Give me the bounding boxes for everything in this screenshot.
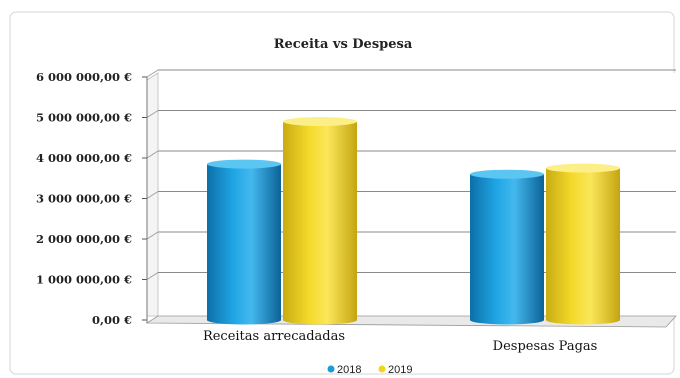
bar-top [207,159,281,169]
bar-body [546,168,620,325]
bar-top [283,117,357,127]
y-tick-label: 4 000 000,00 € [36,151,132,165]
gridline-side [146,69,159,78]
legend-marker-2019 [378,365,386,373]
gridline-side [146,150,159,159]
y-tick-label: 3 000 000,00 € [36,192,132,206]
bars [207,117,620,325]
y-axis-ticks: 0,00 € 1 000 000,00 € 2 000 000,00 € 3 000 … [36,70,148,327]
bar-top [470,169,544,179]
legend: 2018 2019 [327,364,412,376]
legend-label-2018: 2018 [337,364,361,376]
gridline-side [146,231,159,240]
gridline-side [146,272,159,280]
legend-marker-2018 [327,365,335,373]
x-axis-categories: Receitas arrecadadas Despesas Pagas [203,329,597,354]
bar-2019-1 [546,163,620,325]
gridline-side [146,110,159,118]
bar-body [470,174,544,325]
legend-label-2019: 2019 [388,364,412,376]
plot-side-wall [146,72,159,317]
y-tick-label: 5 000 000,00 € [36,111,132,125]
y-tick-label: 0,00 € [92,313,132,327]
y-tick-label: 1 000 000,00 € [36,273,132,287]
y-tick-label: 2 000 000,00 € [36,232,132,246]
bar-top [546,163,620,173]
bar-2019-0 [283,117,357,325]
bar-2018-1 [470,169,544,325]
y-tick-label: 6 000 000,00 € [36,70,132,84]
category-label: Receitas arrecadadas [203,329,345,344]
category-label: Despesas Pagas [493,339,598,354]
bar-body [283,121,357,325]
bar-2018-0 [207,159,281,325]
bar-body [207,164,281,325]
chart-title: Receita vs Despesa [274,37,413,52]
gridline-side [146,191,159,199]
